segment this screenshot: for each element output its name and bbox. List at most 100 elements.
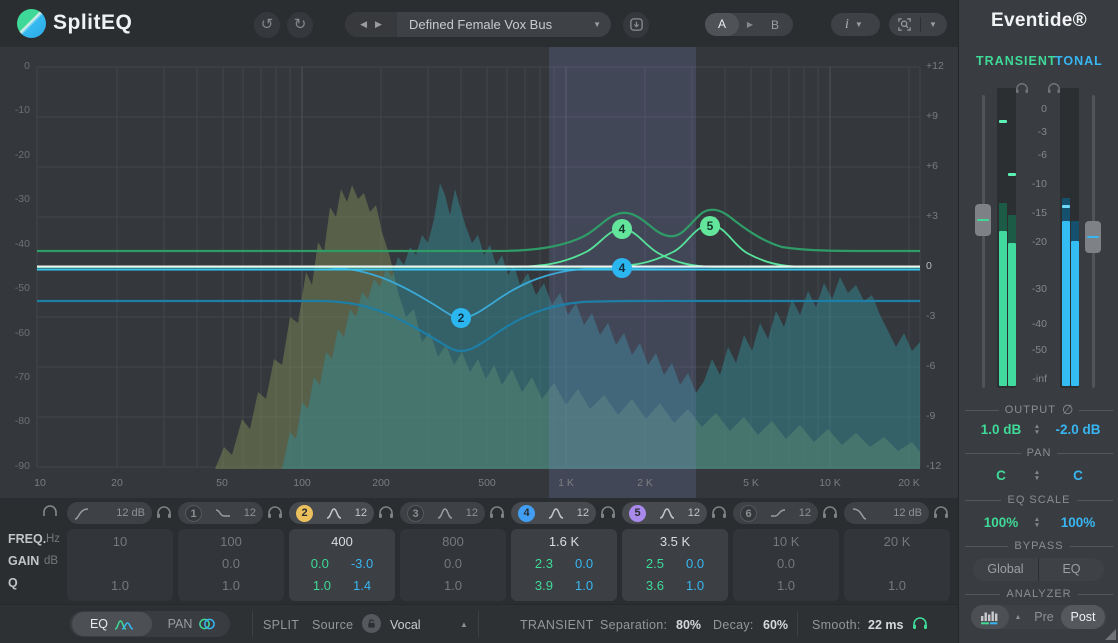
pan-tonal-value[interactable]: C (1073, 468, 1083, 483)
band-gain-transient[interactable]: 0.0 (310, 556, 329, 571)
band-q-transient[interactable]: 3.6 (645, 578, 664, 593)
band5-transient-handle[interactable]: 5 (700, 216, 720, 236)
band-number-badge[interactable]: 2 (296, 504, 313, 522)
eq-view-button[interactable]: EQ (72, 612, 152, 636)
save-preset-button[interactable] (623, 12, 649, 38)
ab-copy-icon[interactable]: ▶ (746, 20, 754, 29)
band-q-tonal[interactable]: 1.0 (686, 578, 705, 593)
transient-fader-track[interactable] (982, 95, 985, 388)
redo-button[interactable]: ↻ (287, 12, 313, 38)
band-q-transient[interactable]: 3.9 (534, 578, 553, 593)
band-solo-icon[interactable] (933, 505, 951, 521)
band-solo-icon[interactable] (156, 505, 174, 521)
band-lp-chip[interactable]: 12 dB (844, 502, 929, 524)
band-solo-icon[interactable] (378, 505, 396, 521)
band-q-transient[interactable]: 1.0 (312, 578, 331, 593)
tonal-solo-icon[interactable] (1047, 82, 1061, 94)
phase-invert-icon[interactable]: ∅ (1061, 402, 1074, 417)
band2-chip[interactable]: 2 12 (289, 502, 374, 524)
band-solo-icon[interactable] (600, 505, 618, 521)
band-gain-value[interactable]: 0.0 (443, 556, 463, 571)
band-q-value[interactable]: 1.0 (887, 578, 907, 593)
source-value[interactable]: Vocal (390, 618, 421, 632)
band5-chip[interactable]: 5 12 (622, 502, 707, 524)
band-solo-icon[interactable] (267, 505, 285, 521)
transient-listen-icon[interactable] (912, 616, 928, 630)
band-gain-tonal[interactable]: 0.0 (575, 556, 594, 571)
band-gain-transient[interactable]: 2.5 (645, 556, 664, 571)
analyzer-display-button[interactable] (971, 605, 1009, 629)
output-tonal-value[interactable]: -2.0 dB (1055, 422, 1101, 437)
band-solo-icon[interactable] (822, 505, 840, 521)
analyzer-expand-icon[interactable]: ▲ (1014, 613, 1022, 621)
undo-button[interactable]: ↺ (254, 12, 280, 38)
band4-transient-handle[interactable]: 4 (612, 219, 632, 239)
band-q-value[interactable]: 1.0 (221, 578, 241, 593)
band-q-value[interactable]: 1.0 (776, 578, 796, 593)
band-q-tonal[interactable]: 1.0 (575, 578, 594, 593)
band-slope[interactable]: 12 (576, 507, 589, 519)
ab-a-button[interactable]: A (705, 13, 739, 36)
band-slope[interactable]: 12 dB (116, 507, 145, 519)
preset-prev-button[interactable]: ◀ (360, 19, 367, 29)
band-slope[interactable]: 12 (243, 507, 256, 519)
ab-b-button[interactable]: B (770, 17, 779, 32)
band-freq-value[interactable]: 400 (331, 534, 353, 549)
band-number-badge[interactable]: 4 (518, 504, 535, 522)
bypass-eq-button[interactable]: EQ (1062, 562, 1081, 576)
eq-scale-transient-value[interactable]: 100% (983, 515, 1019, 530)
band-gain-transient[interactable]: 2.3 (534, 556, 553, 571)
transient-fader-handle[interactable] (975, 204, 991, 236)
band3-chip[interactable]: 3 12 (400, 502, 485, 524)
separation-value[interactable]: 80% (676, 618, 702, 632)
smooth-value[interactable]: 22 ms (868, 618, 904, 632)
eq-scale-stepper-icon[interactable]: ▲ ▼ (1033, 516, 1041, 529)
band-q-value[interactable]: 1.0 (443, 578, 463, 593)
analyzer-pre-button[interactable]: Pre (1034, 610, 1054, 624)
band-solo-icon[interactable] (711, 505, 729, 521)
band-slope[interactable]: 12 (798, 507, 811, 519)
band6-chip[interactable]: 6 12 (733, 502, 818, 524)
pan-stepper-icon[interactable]: ▲ ▼ (1033, 469, 1041, 482)
pan-view-button[interactable]: PAN (155, 612, 229, 636)
band-freq-value[interactable]: 800 (442, 534, 464, 549)
band-number-badge[interactable]: 5 (629, 504, 646, 522)
info-button[interactable]: i ▼ (831, 13, 880, 36)
source-lock-icon[interactable] (362, 614, 381, 633)
eq-scale-tonal-value[interactable]: 100% (1060, 515, 1096, 530)
preset-name[interactable]: Defined Female Vox Bus (409, 17, 553, 32)
band-slope[interactable]: 12 dB (893, 507, 922, 519)
eq-graph[interactable]: 2 4 4 5 0 -10 -20 -30 -40 -50 -60 -70 -8… (0, 47, 958, 498)
output-stepper-icon[interactable]: ▲ ▼ (1033, 423, 1041, 436)
band1-chip[interactable]: 1 12 (178, 502, 263, 524)
band-slope[interactable]: 12 (687, 507, 700, 519)
band-slope[interactable]: 12 (354, 507, 367, 519)
window-resize-grip[interactable] (1105, 629, 1116, 640)
pan-transient-value[interactable]: C (996, 468, 1006, 483)
transient-solo-icon[interactable] (1015, 82, 1029, 94)
band-hp-chip[interactable]: 12 dB (67, 502, 152, 524)
band2-tonal-handle[interactable]: 2 (451, 308, 471, 328)
band-freq-value[interactable]: 3.5 K (659, 534, 691, 549)
band4-tonal-handle[interactable]: 4 (612, 258, 632, 278)
global-listen-icon[interactable] (42, 504, 60, 519)
window-zoom-icon[interactable] (897, 17, 912, 32)
band-q-value[interactable]: 1.0 (110, 578, 130, 593)
resize-dropdown-icon[interactable]: ▼ (929, 20, 937, 29)
band-freq-value[interactable]: 1.6 K (548, 534, 580, 549)
band-freq-value[interactable]: 100 (220, 534, 242, 549)
preset-next-button[interactable]: ▶ (375, 19, 382, 29)
preset-dropdown-icon[interactable]: ▼ (593, 20, 601, 29)
source-dropdown-icon[interactable]: ▲ (460, 620, 468, 629)
band-gain-value[interactable]: 0.0 (221, 556, 241, 571)
band-number-badge[interactable]: 3 (407, 504, 424, 522)
band-gain-tonal[interactable]: -3.0 (350, 556, 374, 571)
band-slope[interactable]: 12 (465, 507, 478, 519)
bypass-global-button[interactable]: Global (973, 558, 1039, 581)
analyzer-post-button[interactable]: Post (1061, 605, 1105, 629)
band-solo-icon[interactable] (489, 505, 507, 521)
band-freq-value[interactable]: 10 K (772, 534, 800, 549)
tonal-tab[interactable]: TONAL (1055, 54, 1103, 68)
decay-value[interactable]: 60% (763, 618, 789, 632)
band-number-badge[interactable]: 6 (740, 504, 757, 522)
